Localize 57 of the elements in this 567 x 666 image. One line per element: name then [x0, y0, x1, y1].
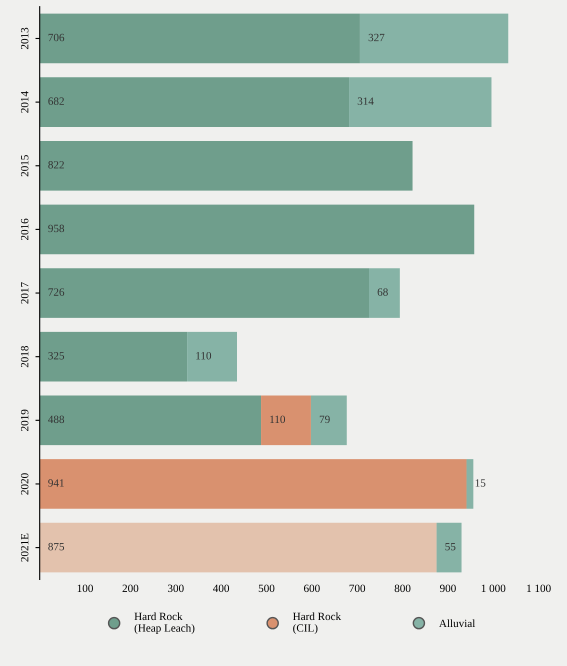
data-label: 726 — [48, 288, 64, 296]
data-label: 314 — [358, 97, 374, 105]
data-label: 15 — [476, 479, 486, 487]
x-tick-label: 1 100 — [527, 584, 551, 592]
x-tick-label: 700 — [350, 584, 366, 592]
bar — [40, 140, 413, 191]
bar — [40, 522, 437, 572]
x-tick-label: 500 — [258, 584, 274, 592]
legend-label: Alluvial — [439, 619, 476, 628]
bar — [40, 14, 360, 64]
y-tick-label: 2015 — [20, 155, 28, 176]
bar — [466, 459, 474, 509]
bar — [187, 332, 238, 382]
y-tick-label: 2016 — [20, 218, 28, 240]
bar — [40, 268, 370, 318]
x-tick-label: 600 — [304, 584, 320, 592]
bar — [40, 332, 188, 382]
data-label: 55 — [445, 542, 456, 550]
x-tick-label: 100 — [78, 584, 93, 592]
data-label: 875 — [48, 542, 64, 550]
y-tick-label: 2014 — [20, 91, 28, 113]
data-label: 822 — [48, 161, 64, 169]
y-tick-label: 2021E — [20, 534, 28, 562]
y-tick-label: 2019 — [20, 410, 28, 431]
y-tick-label: 2013 — [20, 28, 28, 50]
data-label: 706 — [48, 34, 64, 42]
bar — [360, 14, 508, 64]
y-tick-label: 2018 — [20, 346, 28, 368]
data-label: 958 — [48, 224, 64, 232]
data-label: 325 — [48, 352, 64, 360]
bar — [40, 204, 474, 254]
x-tick-label: 200 — [122, 584, 138, 592]
data-label: 327 — [368, 34, 384, 42]
y-tick-label: 2017 — [20, 282, 28, 304]
legend-label: Hard Rock (CIL) — [292, 612, 342, 634]
x-tick-label: 1 000 — [482, 584, 506, 592]
data-label: 68 — [378, 288, 388, 296]
legend-label: Hard Rock (Heap Leach) — [134, 612, 194, 634]
bar — [369, 268, 400, 318]
x-tick-label: 400 — [213, 584, 230, 592]
data-label: 941 — [48, 479, 64, 487]
x-tick-label: 800 — [394, 584, 410, 592]
bar — [40, 77, 350, 127]
y-tick-label: 2020 — [20, 473, 28, 495]
x-tick-label: 900 — [440, 584, 456, 592]
data-label: 682 — [48, 97, 64, 105]
data-label: 488 — [48, 416, 64, 424]
data-label: 79 — [320, 416, 330, 424]
bar — [261, 396, 311, 446]
x-tick-label: 300 — [168, 584, 184, 592]
data-label: 110 — [270, 416, 286, 424]
bar — [436, 522, 462, 572]
data-label: 110 — [196, 352, 212, 360]
bar — [40, 459, 467, 509]
bar — [349, 77, 492, 127]
bar — [310, 396, 347, 446]
bar — [40, 396, 262, 446]
